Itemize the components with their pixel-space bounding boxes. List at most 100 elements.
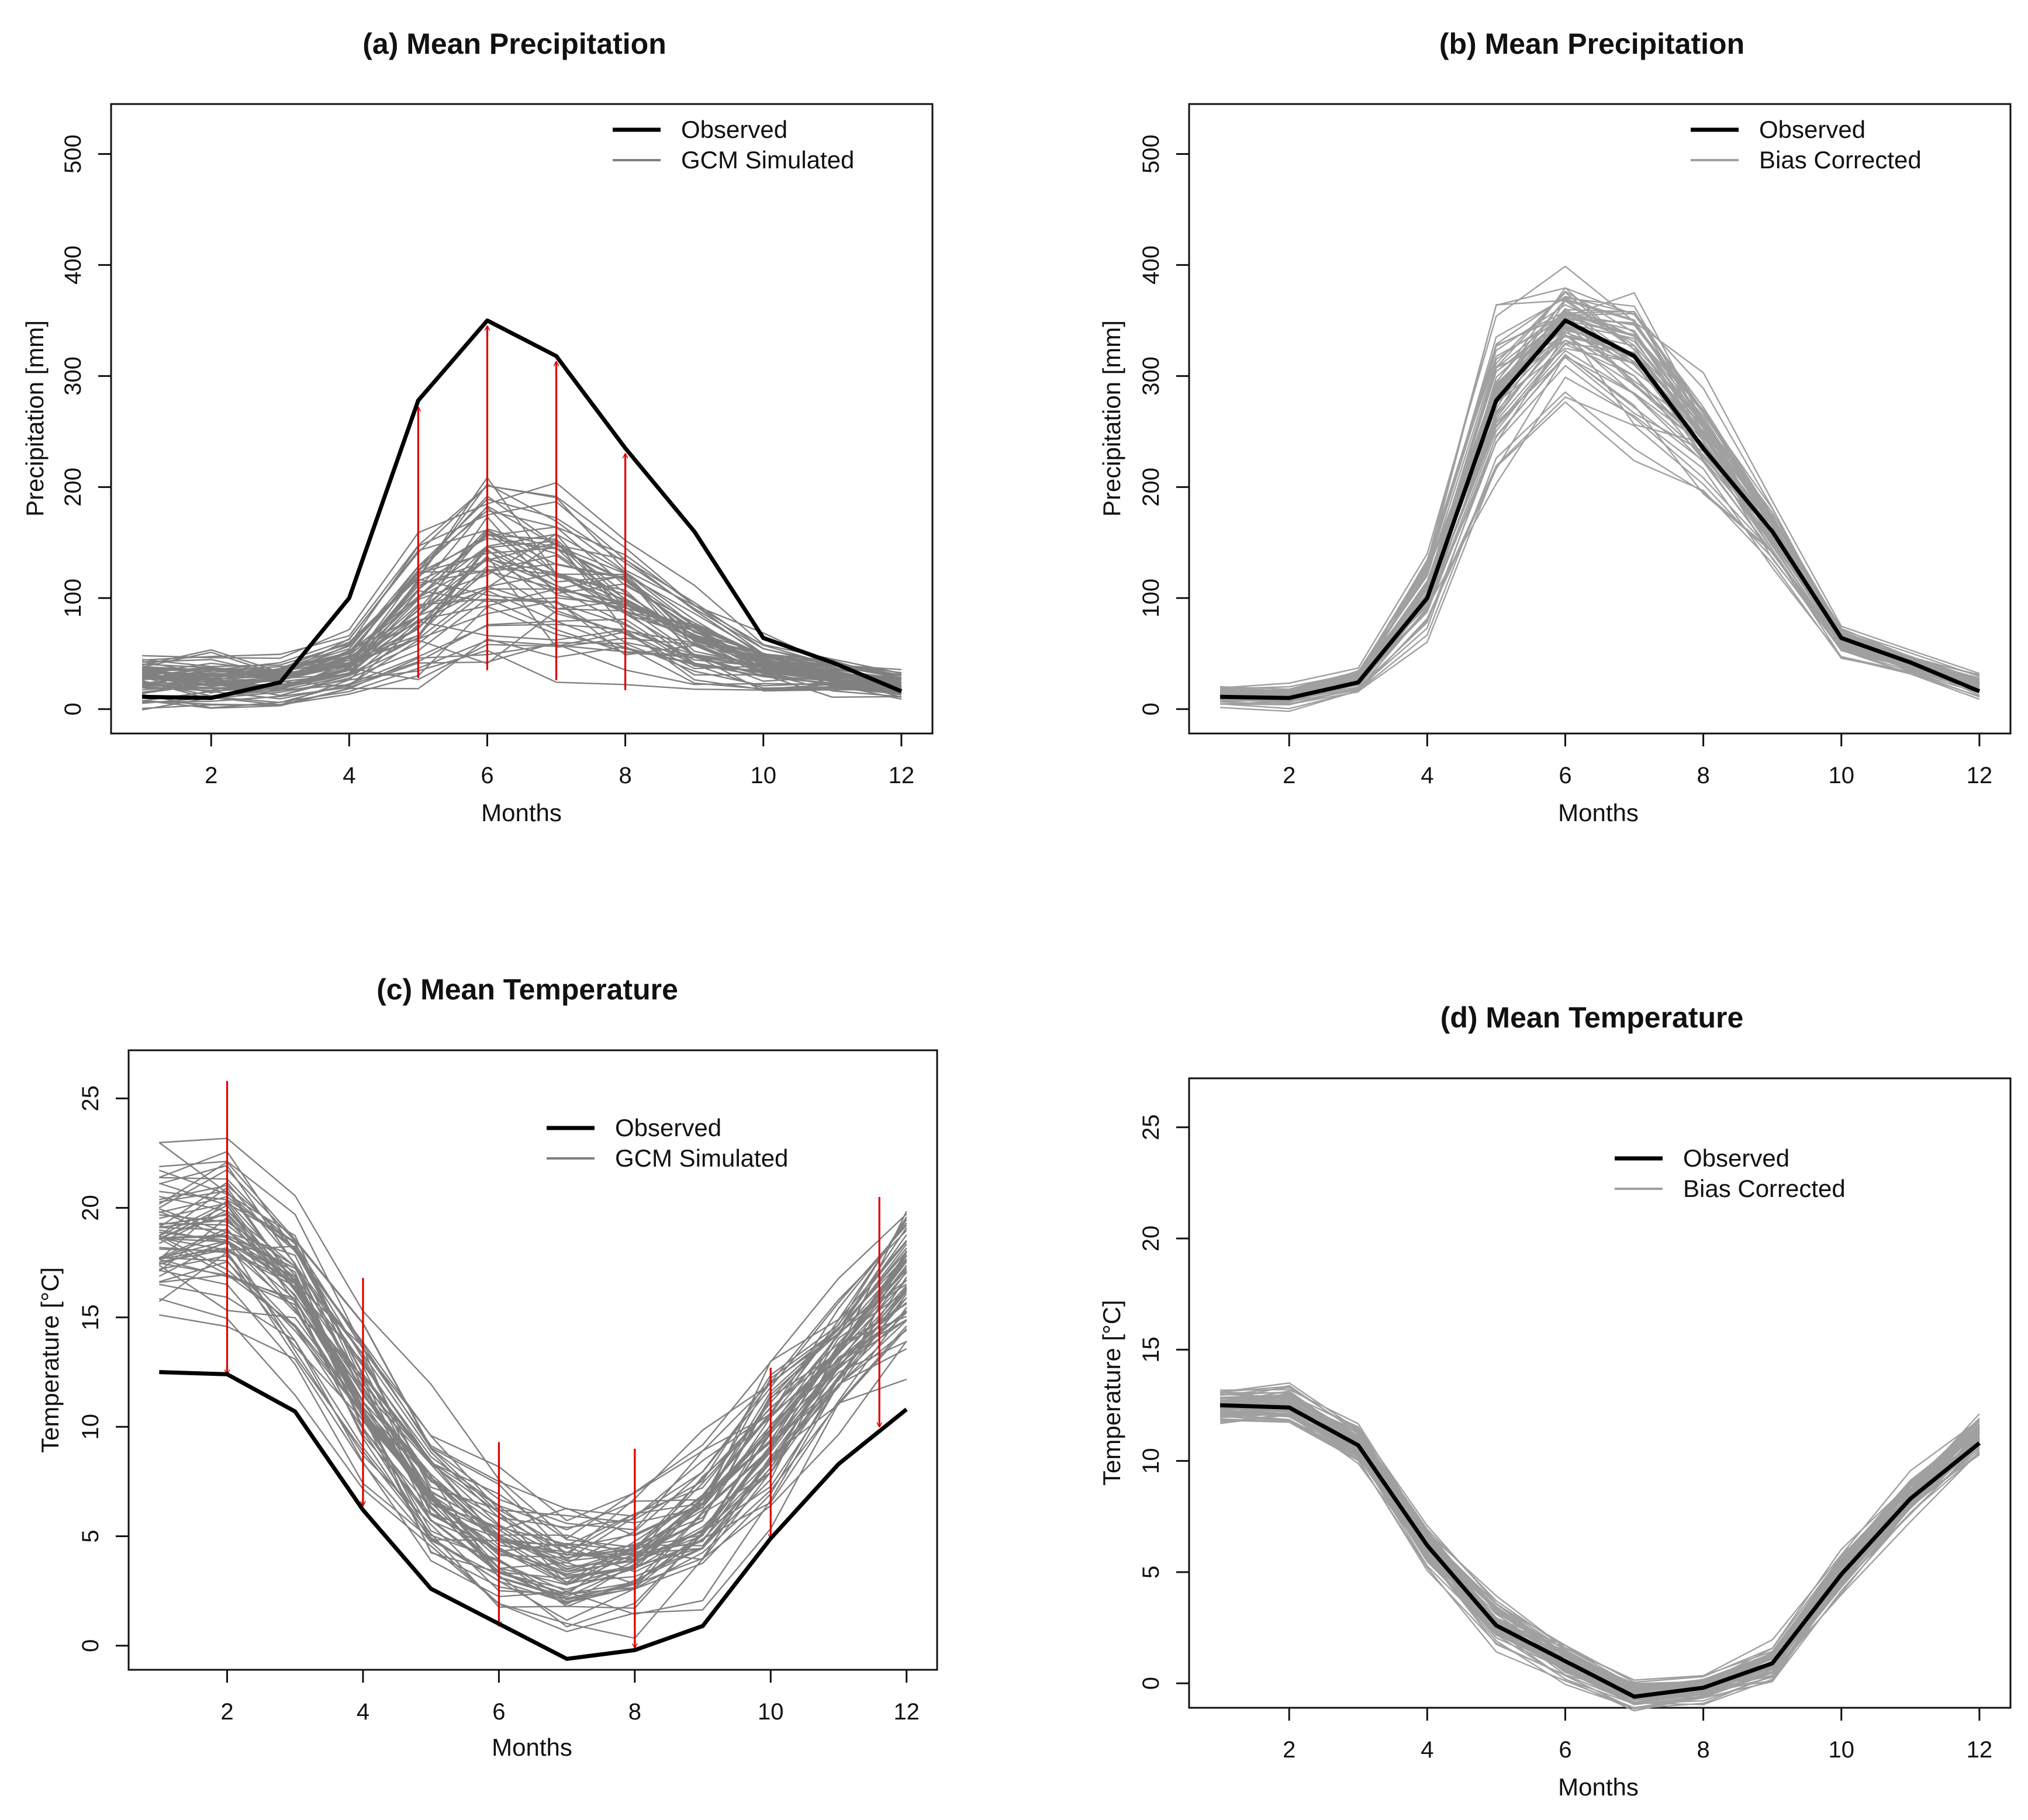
panel-c-observed-group: [159, 1370, 908, 1661]
x-tick-label: 10: [750, 763, 776, 788]
panel-a-xlabel: Months: [481, 799, 562, 826]
panel-c-title: (c) Mean Temperature: [376, 973, 678, 1006]
y-tick-label: 10: [1138, 1448, 1164, 1474]
ensemble-series-line: [1220, 297, 1980, 691]
ensemble-series-line: [1220, 299, 1980, 690]
panel-c-ensemble-lines: [158, 1137, 907, 1639]
y-tick-label: 0: [60, 703, 86, 715]
ensemble-series-line: [1220, 313, 1980, 696]
ensemble-series-line: [1220, 310, 1980, 693]
ensemble-series-line: [142, 638, 902, 706]
ensemble-series-line: [1220, 365, 1980, 706]
panel-a-ensemble-lines: [141, 476, 902, 711]
y-tick-label: 25: [1138, 1114, 1164, 1140]
panel-a-ylabel: Precipitation [mm]: [21, 320, 49, 517]
ensemble-series-line: [142, 590, 902, 697]
panel-b-xlabel: Months: [1558, 799, 1639, 826]
y-tick-label: 0: [1138, 1677, 1164, 1690]
y-tick-label: 100: [60, 579, 86, 618]
panel-a-x-axis: 2 4 6 8 10 12: [205, 733, 914, 788]
ensemble-series-line: [159, 1196, 907, 1549]
y-tick-label: 500: [60, 134, 86, 174]
ensemble-series-line: [1219, 313, 1980, 694]
panel-d-title: (d) Mean Temperature: [1440, 1001, 1744, 1034]
panel-d-legend-observed-label: Observed: [1683, 1144, 1789, 1172]
ensemble-series-line: [1220, 1414, 1980, 1705]
ensemble-series-line: [158, 1199, 907, 1560]
panel-b-ylabel: Precipitation [mm]: [1098, 320, 1125, 517]
ensemble-series-line: [159, 1195, 907, 1531]
ensemble-series-line: [141, 597, 902, 697]
panel-b-legend-observed-label: Observed: [1759, 116, 1865, 143]
ensemble-series-line: [158, 1151, 907, 1531]
ensemble-series-line: [142, 526, 902, 686]
panel-a-legend: Observed GCM Simulated: [613, 116, 854, 174]
y-tick-label: 200: [60, 468, 86, 507]
y-tick-label: 5: [1138, 1566, 1164, 1579]
panel-a-legend-ensemble-label: GCM Simulated: [681, 146, 854, 174]
x-tick-label: 12: [1967, 1737, 1993, 1763]
ensemble-series-line: [158, 1186, 907, 1564]
ensemble-series-line: [142, 482, 902, 674]
ensemble-series-line: [158, 1212, 907, 1601]
panel-a-legend-observed-label: Observed: [681, 116, 787, 143]
y-tick-label: 0: [1138, 703, 1164, 715]
panel-a-y-axis: 0 100 200 300 400 500: [60, 134, 111, 715]
ensemble-series-line: [159, 1214, 907, 1557]
y-tick-label: 100: [1138, 579, 1164, 618]
panel-c-frame: [127, 1049, 938, 1671]
panel-b-x-axis: 2 4 6 8 10 12: [1283, 733, 1992, 788]
ensemble-series-line: [1220, 298, 1980, 694]
y-tick-label: 400: [60, 245, 86, 285]
panel-a: (a) Mean Precipitation 2 4 6 8 10 12 0 100 200 3…: [21, 27, 934, 826]
ensemble-series-line: [159, 1269, 907, 1621]
x-tick-label: 12: [893, 1699, 920, 1725]
panel-c-x-axis: 2 4 6 8 10 12: [220, 1670, 920, 1725]
ensemble-series-line: [1220, 1410, 1980, 1704]
ensemble-series-line: [1220, 265, 1980, 689]
ensemble-series-line: [158, 1297, 907, 1632]
ensemble-series-line: [1220, 1416, 1980, 1710]
ensemble-series-line: [158, 1208, 907, 1578]
x-tick-label: 2: [205, 763, 217, 788]
panel-a-title: (a) Mean Precipitation: [362, 27, 666, 60]
ensemble-series-line: [142, 516, 901, 684]
panel-b-frame: [1188, 103, 2012, 735]
panel-b-title: (b) Mean Precipitation: [1439, 27, 1744, 60]
ensemble-series-line: [158, 1169, 907, 1561]
panel-c-xlabel: Months: [492, 1734, 572, 1761]
panel-d-legend-ensemble-label: Bias Corrected: [1683, 1175, 1846, 1202]
y-tick-label: 20: [1138, 1226, 1164, 1252]
ensemble-series-line: [1220, 312, 1980, 692]
y-tick-label: 200: [1138, 468, 1164, 507]
panel-d-x-axis: 2 4 6 8 10 12: [1283, 1708, 1992, 1763]
y-tick-label: 5: [78, 1530, 103, 1542]
panel-b-legend: Observed Bias Corrected: [1691, 116, 1922, 174]
ensemble-series-line: [158, 1182, 907, 1570]
x-tick-label: 4: [357, 1699, 369, 1725]
ensemble-series-line: [142, 485, 901, 670]
x-tick-label: 10: [1828, 763, 1854, 788]
y-tick-label: 25: [78, 1085, 103, 1112]
y-tick-label: 300: [60, 357, 86, 396]
panel-d-frame: [1188, 1077, 2012, 1709]
ensemble-series-line: [142, 545, 902, 691]
ensemble-series-line: [1220, 298, 1980, 694]
panel-b-observed-group: [1220, 318, 1981, 700]
x-tick-label: 2: [1283, 763, 1295, 788]
ensemble-series-line: [158, 1228, 907, 1586]
observed-series-line: [1220, 318, 1981, 700]
panel-c-y-axis: 0 5 10 15 20 25: [78, 1085, 129, 1652]
observed-series-line: [142, 318, 903, 700]
x-tick-label: 2: [220, 1699, 233, 1725]
y-tick-label: 15: [1138, 1337, 1164, 1363]
x-tick-label: 4: [1421, 763, 1433, 788]
panel-a-arrows: [418, 326, 625, 690]
x-tick-label: 8: [1697, 763, 1709, 788]
ensemble-series-line: [1220, 1401, 1980, 1693]
panel-c-legend-observed-label: Observed: [615, 1114, 721, 1141]
panel-b-legend-ensemble-label: Bias Corrected: [1759, 146, 1922, 174]
x-tick-label: 6: [481, 763, 493, 788]
x-tick-label: 6: [1559, 1737, 1571, 1763]
panel-c-legend: Observed GCM Simulated: [547, 1114, 788, 1172]
